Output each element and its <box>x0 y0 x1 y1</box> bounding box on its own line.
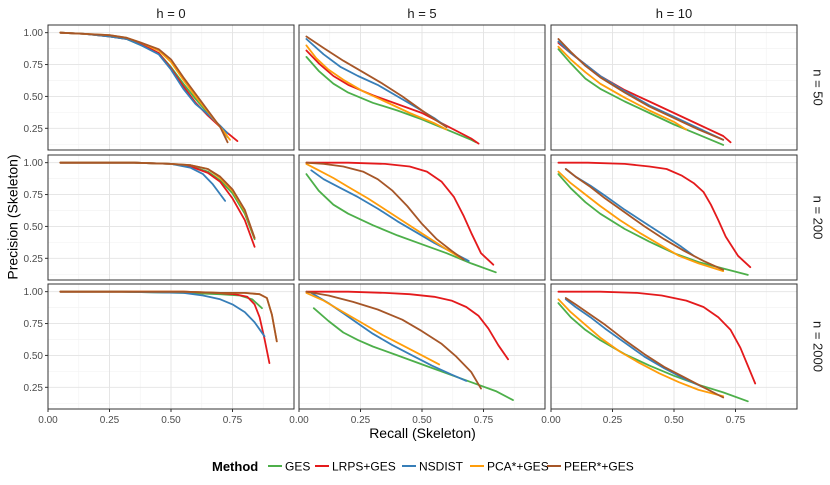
legend-label-peer-ges: PEER*+GES <box>564 460 634 474</box>
x-tick-label: 0.75 <box>223 415 243 426</box>
x-tick-label: 0.00 <box>541 415 561 426</box>
panel-r2-c0 <box>47 283 295 410</box>
legend-label-lrps-ges: LRPS+GES <box>332 460 396 474</box>
series-line-nsdist <box>564 298 705 389</box>
series-line-pca-ges <box>305 44 448 131</box>
panel-border <box>47 154 295 281</box>
y-tick-label: 0.50 <box>24 222 44 233</box>
legend: Method GES LRPS+GES NSDIST PCA*+GES PEER*+GES <box>212 459 634 474</box>
y-tick-label: 0.75 <box>24 319 44 330</box>
panel-border <box>298 24 546 151</box>
legend-label-ges: GES <box>285 460 310 474</box>
y-tick-label: 0.25 <box>24 254 44 265</box>
x-tick-label: 0.00 <box>38 415 58 426</box>
panel-border <box>550 154 798 281</box>
y-tick-label: 0.75 <box>24 190 44 201</box>
y-tick-label: 1.00 <box>24 287 44 298</box>
series-line-lrps-ges <box>305 49 480 145</box>
series-line-peer-ges <box>564 297 725 399</box>
y-tick-label: 0.25 <box>24 124 44 135</box>
legend-title: Method <box>212 459 258 474</box>
series-line-ges <box>557 48 725 146</box>
series-line-pca-ges <box>557 298 725 398</box>
y-tick-label: 0.50 <box>24 351 44 362</box>
y-tick-label: 1.00 <box>24 158 44 169</box>
panel-border <box>550 24 798 151</box>
legend-label-pca-ges: PCA*+GES <box>487 460 549 474</box>
panel-r1-c0 <box>47 154 295 281</box>
series-line-peer-ges <box>305 161 465 261</box>
panel-r1-c2 <box>550 154 798 281</box>
col-strip-label: h = 5 <box>407 6 436 21</box>
panel-r0-c1 <box>298 24 546 151</box>
x-tick-label: 0.00 <box>289 415 309 426</box>
x-tick-label: 0.75 <box>726 415 746 426</box>
col-strip-label: h = 10 <box>656 6 693 21</box>
series-line-lrps-ges <box>557 161 752 269</box>
col-strip-label: h = 0 <box>156 6 185 21</box>
x-tick-label: 0.50 <box>161 415 181 426</box>
x-tick-label: 0.75 <box>474 415 494 426</box>
panel-r1-c1 <box>298 154 546 281</box>
series-line-lrps-ges <box>557 290 757 385</box>
legend-label-nsdist: NSDIST <box>419 460 464 474</box>
series-line-ges <box>557 302 749 403</box>
row-strip-label: n = 50 <box>811 69 826 106</box>
series-line-peer-ges <box>305 290 482 390</box>
panel-r2-c2 <box>550 283 798 410</box>
y-tick-label: 0.50 <box>24 92 44 103</box>
series-line-nsdist <box>59 31 229 135</box>
series-line-peer-ges <box>564 168 725 271</box>
series-line-lrps-ges <box>305 290 510 361</box>
y-tick-label: 0.75 <box>24 60 44 71</box>
x-tick-label: 0.25 <box>603 415 623 426</box>
y-tick-label: 1.00 <box>24 28 44 39</box>
panel-r2-c1 <box>298 283 546 410</box>
y-tick-label: 0.25 <box>24 383 44 394</box>
panel-border <box>47 24 295 151</box>
x-tick-label: 0.25 <box>351 415 371 426</box>
x-tick-label: 0.50 <box>664 415 684 426</box>
x-axis-title: Recall (Skeleton) <box>369 425 476 441</box>
series-line-lrps-ges <box>305 161 495 266</box>
x-tick-label: 0.50 <box>412 415 432 426</box>
series-line-pca-ges <box>557 170 725 273</box>
series-line-peer-ges <box>59 31 229 144</box>
series-line-ges <box>557 173 749 276</box>
series-line-peer-ges <box>557 38 725 141</box>
series-line-ges <box>305 173 497 274</box>
row-strip-label: n = 2000 <box>811 321 826 372</box>
series-line-peer-ges <box>59 161 256 239</box>
x-tick-label: 0.25 <box>100 415 120 426</box>
series-line-ges <box>305 56 478 144</box>
panel-r0-c0 <box>47 24 295 151</box>
row-strip-label: n = 200 <box>811 196 826 240</box>
panel-border <box>298 154 546 281</box>
series-line-pca-ges <box>305 291 441 366</box>
series-line-pca-ges <box>305 162 463 260</box>
series-line-peer-ges <box>305 35 448 128</box>
series-line-peer-ges <box>59 290 278 343</box>
series-line-pca-ges <box>557 45 688 131</box>
y-axis-title: Precision (Skeleton) <box>5 154 21 279</box>
panel-r0-c2 <box>550 24 798 151</box>
